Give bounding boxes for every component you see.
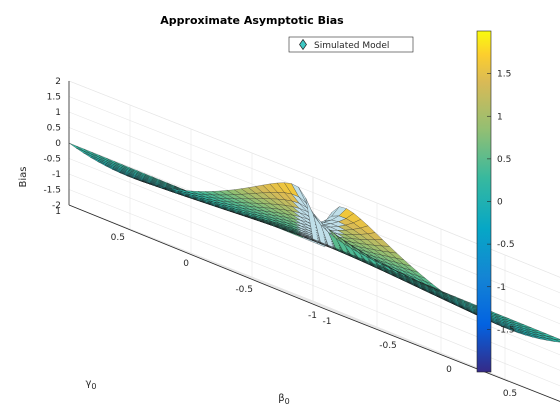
colorbar-tick-label: -1.5 [497, 325, 515, 335]
z-tick-label: -1 [52, 170, 61, 180]
y-tick-label: 0 [183, 259, 189, 269]
colorbar-tick-label: -1 [497, 283, 506, 293]
x-tick-label: -0.5 [379, 341, 397, 351]
colorbar-tick-label: 1.5 [497, 70, 511, 80]
z-tick-label: 0 [55, 139, 61, 149]
colorbar-tick-label: -0.5 [497, 240, 515, 250]
z-tick-label: 1.5 [47, 93, 61, 103]
colorbar: 1.5 1 0.5 0 -0.5 -1 -1.5 [476, 30, 515, 373]
grid-line-floor [68, 204, 314, 302]
y-tick-label: 0.5 [111, 233, 125, 243]
x-tick-label: 0.5 [503, 389, 517, 399]
x-axis-label: β0 [278, 393, 289, 406]
z-tick-label: -0.5 [43, 155, 61, 165]
z-tick-label: -1.5 [43, 186, 61, 196]
y-axis-line [68, 204, 326, 310]
y-tick-label: -1 [308, 311, 317, 321]
legend-marker-icon [299, 38, 307, 51]
grid-line-floor [312, 300, 560, 402]
y-tick-label: 1 [55, 207, 61, 217]
y-tick-label: -0.5 [235, 285, 253, 295]
z-tick-label: 2 [55, 77, 61, 87]
z-axis-label: Bias [18, 167, 29, 188]
chart-title: Approximate Asymptotic Bias [160, 14, 344, 27]
x-tick-label: 0 [446, 365, 452, 375]
surface-facet [554, 339, 560, 342]
z-tick-label: 0.5 [47, 124, 61, 134]
legend[interactable]: Simulated Model [288, 36, 414, 53]
x-tick-label: -1 [323, 317, 332, 327]
legend-entry-simulated-model: Simulated Model [314, 41, 389, 51]
x-axis-line [324, 308, 560, 402]
colorbar-tick-label: 1 [497, 112, 503, 122]
colorbar-tick-label: 0.5 [497, 155, 511, 165]
z-tick-label: 1 [55, 108, 61, 118]
y-axis-label: γ0 [85, 378, 96, 391]
z-tick-label: -2 [52, 201, 61, 211]
grid-line-floor [132, 230, 378, 328]
colorbar-tick-label: 0 [497, 198, 503, 208]
